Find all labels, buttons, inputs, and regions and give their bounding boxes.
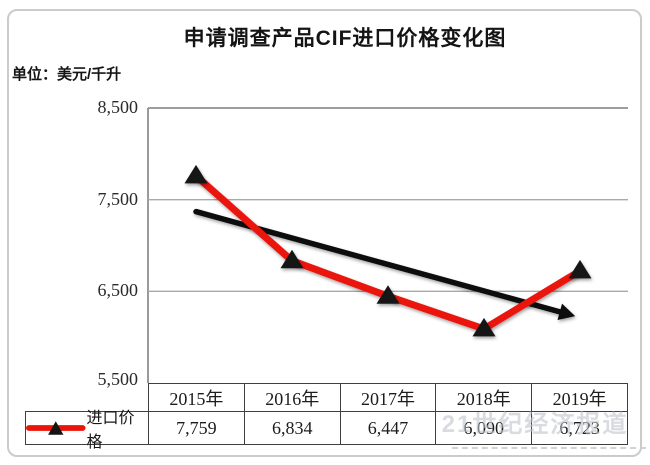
import-price-legend-marker-icon: [26, 421, 86, 435]
chart-title: 申请调查产品CIF进口价格变化图: [183, 27, 507, 50]
series-legend-label: 进口价格: [86, 410, 135, 451]
year-header-cell: 2019年: [531, 384, 627, 412]
price-value-cell: 6,090: [435, 412, 531, 444]
series-legend: 进口价格: [26, 410, 148, 451]
year-header-cell: 2015年: [169, 389, 224, 409]
year-header-cell: 2016年: [243, 384, 340, 412]
unit-label: 单位：美元/千升: [12, 66, 122, 83]
outer-border: [7, 9, 642, 457]
price-data-row: 进口价格 7,759 6,834 6,447 6,090 6,723: [25, 410, 628, 451]
y-axis-tick: 6,500: [97, 280, 139, 300]
year-header-row: 2015年 2016年 2017年 2018年 2019年: [148, 383, 628, 412]
price-value-cell: 6,834: [243, 412, 340, 444]
price-value-cell: 6,447: [339, 412, 436, 444]
y-axis-tick: 7,500: [97, 189, 139, 209]
year-header-cell: 2017年: [339, 384, 436, 412]
y-axis-tick: 5,500: [97, 369, 139, 389]
year-header-cell: 2018年: [435, 384, 531, 412]
price-value-cell: 7,759: [148, 412, 244, 444]
price-value-cell: 6,723: [531, 412, 627, 444]
y-axis-tick: 8,500: [97, 97, 139, 117]
